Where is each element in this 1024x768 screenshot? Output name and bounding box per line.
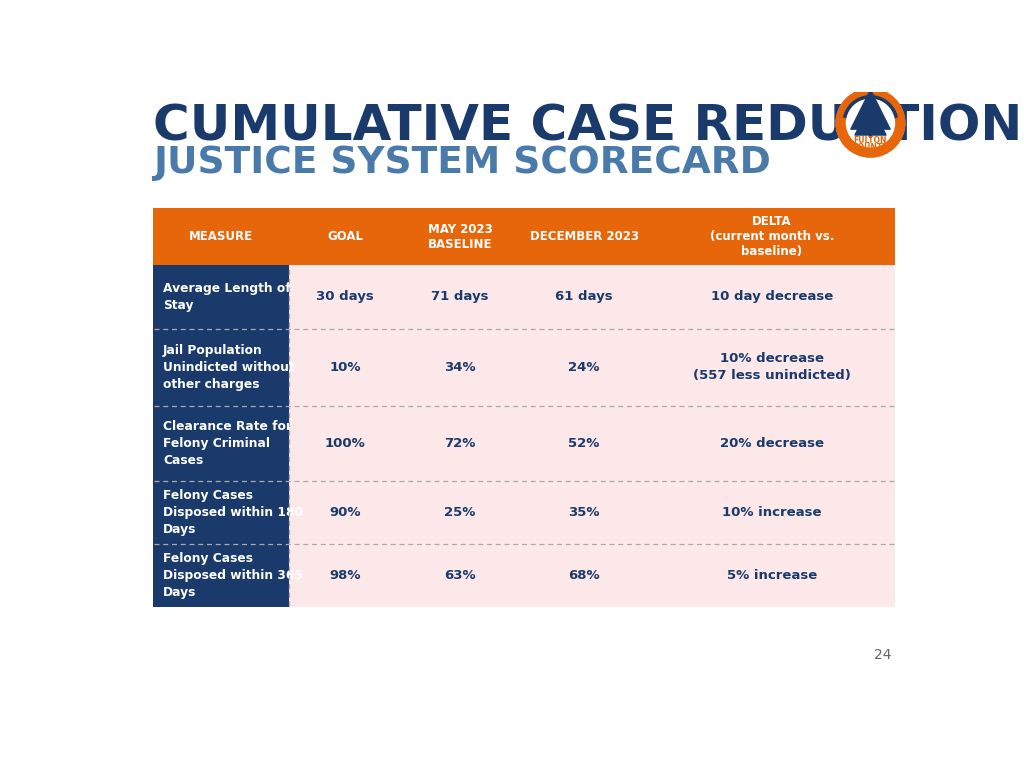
- Text: MAY 2023
BASELINE: MAY 2023 BASELINE: [428, 223, 493, 250]
- FancyBboxPatch shape: [153, 207, 895, 266]
- Text: 63%: 63%: [444, 569, 476, 582]
- Circle shape: [847, 99, 895, 147]
- Text: 5% increase: 5% increase: [727, 569, 817, 582]
- Text: MEASURE: MEASURE: [189, 230, 253, 243]
- FancyBboxPatch shape: [289, 481, 895, 545]
- FancyBboxPatch shape: [289, 266, 895, 329]
- Text: Felony Cases
Disposed within 180
Days: Felony Cases Disposed within 180 Days: [163, 489, 303, 536]
- Text: 72%: 72%: [444, 437, 476, 450]
- FancyBboxPatch shape: [153, 545, 289, 607]
- Text: DELTA
(current month vs.
baseline): DELTA (current month vs. baseline): [710, 215, 835, 258]
- Text: COUNTY: COUNTY: [853, 143, 888, 152]
- Text: 25%: 25%: [444, 506, 476, 519]
- Text: Jail Population
Unindicted without
other charges: Jail Population Unindicted without other…: [163, 343, 295, 391]
- Circle shape: [836, 88, 905, 157]
- Text: 90%: 90%: [330, 506, 360, 519]
- Text: 100%: 100%: [325, 437, 366, 450]
- Text: CUMULATIVE CASE REDUCTION: CUMULATIVE CASE REDUCTION: [153, 102, 1022, 151]
- Text: 34%: 34%: [444, 360, 476, 373]
- FancyBboxPatch shape: [289, 329, 895, 406]
- Text: 10% decrease
(557 less unindicted): 10% decrease (557 less unindicted): [693, 352, 851, 382]
- Text: 35%: 35%: [568, 506, 600, 519]
- FancyBboxPatch shape: [153, 481, 289, 545]
- FancyBboxPatch shape: [153, 329, 289, 406]
- Text: 10%: 10%: [330, 360, 360, 373]
- Text: 10 day decrease: 10 day decrease: [711, 290, 834, 303]
- Text: 20% decrease: 20% decrease: [720, 437, 824, 450]
- Text: Clearance Rate for
Felony Criminal
Cases: Clearance Rate for Felony Criminal Cases: [163, 420, 292, 467]
- FancyBboxPatch shape: [153, 406, 289, 481]
- Text: JUSTICE SYSTEM SCORECARD: JUSTICE SYSTEM SCORECARD: [153, 144, 771, 180]
- Text: DECEMBER 2023: DECEMBER 2023: [529, 230, 639, 243]
- Text: 98%: 98%: [330, 569, 360, 582]
- Text: 68%: 68%: [568, 569, 600, 582]
- Text: 30 days: 30 days: [316, 290, 374, 303]
- FancyBboxPatch shape: [289, 406, 895, 481]
- FancyBboxPatch shape: [153, 266, 289, 329]
- Text: 10% increase: 10% increase: [722, 506, 822, 519]
- Text: 71 days: 71 days: [431, 290, 488, 303]
- Text: 24: 24: [873, 648, 891, 662]
- Text: 52%: 52%: [568, 437, 600, 450]
- Text: 24%: 24%: [568, 360, 600, 373]
- Text: GOAL: GOAL: [327, 230, 362, 243]
- Text: FULTON: FULTON: [854, 136, 887, 145]
- Text: Felony Cases
Disposed within 365
Days: Felony Cases Disposed within 365 Days: [163, 552, 303, 599]
- Text: Average Length of
Stay: Average Length of Stay: [163, 282, 291, 312]
- Point: [862, 103, 879, 115]
- Point: [862, 113, 879, 125]
- Text: 61 days: 61 days: [555, 290, 613, 303]
- Circle shape: [838, 90, 904, 156]
- FancyBboxPatch shape: [289, 545, 895, 607]
